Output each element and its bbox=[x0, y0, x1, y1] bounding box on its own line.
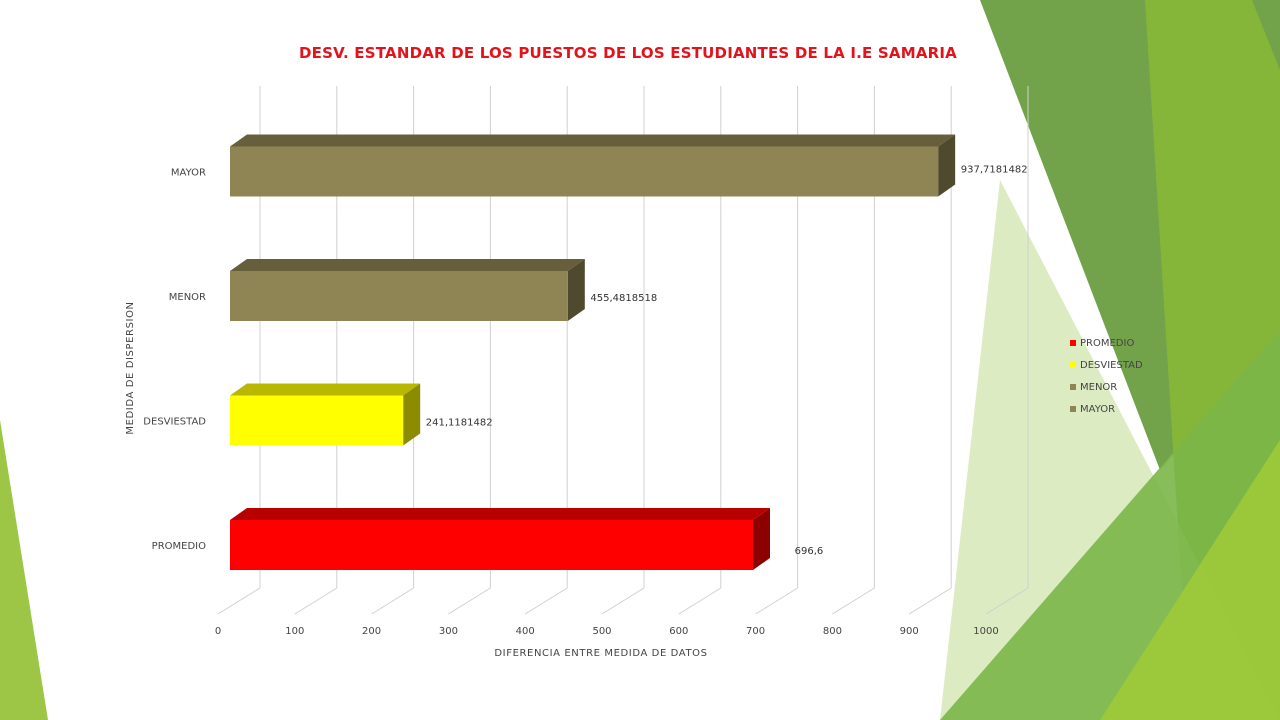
x-tick-label: 300 bbox=[439, 626, 458, 637]
x-axis-title: DIFERENCIA ENTRE MEDIDA DE DATOS bbox=[494, 648, 707, 659]
floor-gridline bbox=[908, 587, 952, 615]
bar-top bbox=[230, 134, 956, 147]
bar bbox=[230, 520, 753, 570]
legend-item: PROMEDIO bbox=[1070, 332, 1143, 354]
bar-top bbox=[230, 259, 585, 271]
bar-side bbox=[752, 508, 770, 570]
floor-gridline bbox=[985, 587, 1029, 615]
legend-item: MAYOR bbox=[1070, 398, 1143, 420]
legend-label: MAYOR bbox=[1080, 403, 1116, 415]
x-tick-label: 400 bbox=[516, 626, 535, 637]
bar bbox=[230, 146, 939, 197]
x-tick-label: 1000 bbox=[973, 626, 998, 637]
data-label: 696,6 bbox=[795, 546, 824, 557]
floor-gridline bbox=[371, 587, 414, 615]
x-tick-label: 900 bbox=[900, 626, 919, 637]
bar-top bbox=[230, 383, 421, 396]
x-tick-label: 0 bbox=[215, 626, 221, 637]
legend-swatch bbox=[1070, 406, 1076, 412]
bar-side bbox=[938, 134, 956, 197]
floor-gridline bbox=[678, 587, 722, 615]
legend-item: DESVIESTAD bbox=[1070, 354, 1143, 376]
left-accent-shape bbox=[0, 420, 48, 720]
legend-swatch bbox=[1070, 340, 1076, 346]
floor-gridline bbox=[601, 587, 645, 615]
bar bbox=[230, 395, 404, 446]
floor-gridline bbox=[217, 587, 261, 615]
x-tick-label: 700 bbox=[746, 626, 765, 637]
y-axis-title: MEDIDA DE DISPERSION bbox=[125, 301, 136, 434]
legend-label: MENOR bbox=[1080, 381, 1118, 393]
legend-swatch bbox=[1070, 362, 1076, 368]
legend-swatch bbox=[1070, 384, 1076, 390]
legend-label: PROMEDIO bbox=[1080, 337, 1135, 349]
x-tick-label: 200 bbox=[362, 626, 381, 637]
x-tick-label: 800 bbox=[823, 626, 842, 637]
y-tick-label: DESVIESTAD bbox=[143, 417, 206, 428]
floor-gridline bbox=[448, 587, 491, 615]
right-accent-shape-corner bbox=[1100, 440, 1280, 720]
floor-gridline bbox=[755, 587, 798, 615]
legend: PROMEDIO DESVIESTAD MENOR MAYOR bbox=[1070, 332, 1143, 420]
x-tick-label: 100 bbox=[285, 626, 304, 637]
legend-item: MENOR bbox=[1070, 376, 1143, 398]
data-label: 241,1181482 bbox=[426, 418, 493, 429]
data-label: 937,7181482 bbox=[961, 165, 1028, 176]
floor-gridline bbox=[294, 587, 338, 615]
bar-side bbox=[403, 383, 421, 446]
chart-title: DESV. ESTANDAR DE LOS PUESTOS DE LOS EST… bbox=[299, 44, 957, 62]
bar bbox=[230, 271, 568, 321]
legend-label: DESVIESTAD bbox=[1080, 359, 1143, 371]
floor-gridline bbox=[524, 587, 568, 615]
x-tick-label: 600 bbox=[669, 626, 688, 637]
bar-top bbox=[230, 508, 770, 520]
data-label: 455,4818518 bbox=[590, 293, 657, 304]
y-tick-label: PROMEDIO bbox=[152, 541, 206, 552]
x-tick-label: 500 bbox=[592, 626, 611, 637]
y-tick-label: MENOR bbox=[169, 292, 206, 303]
bar-side bbox=[567, 259, 585, 321]
y-tick-label: MAYOR bbox=[171, 168, 206, 179]
floor-gridline bbox=[832, 587, 875, 615]
